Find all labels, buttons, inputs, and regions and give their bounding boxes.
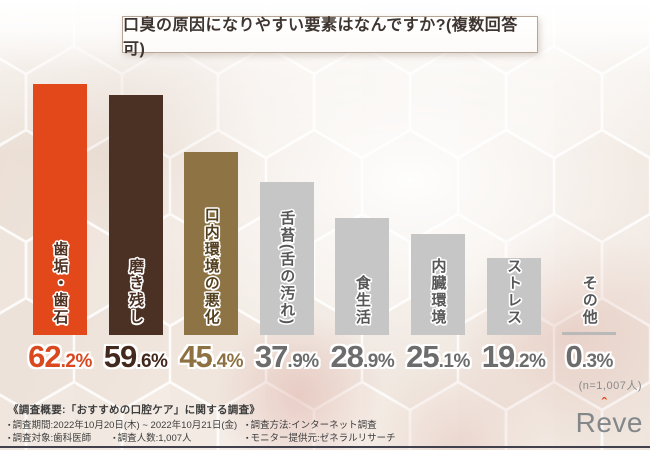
bar-category-label: 口内環境の悪化 [202,207,220,326]
bar-value-label: 28.9% [330,339,395,374]
survey-overview-heading: 《調査概要:「おすすめの口腔ケア」に関する調査》 [8,404,261,416]
bar-category-label: その他 [580,274,598,326]
bar-6: ストレス [486,257,541,335]
bar-category-label: 磨き残し [127,258,145,326]
survey-footer: 《調査概要:「おすすめの口腔ケア」に関する調査》 ▪ 調査期間:2022年10月2… [8,402,568,445]
bottom-divider [0,446,650,448]
bullet-icon: ▪ [113,435,116,442]
logo-circumflex-accent: ˆ [601,395,608,412]
bullet-icon: ▪ [8,435,11,442]
bar-4: 食生活 [335,218,390,335]
bar-3: 舌苔(舌の汚れ) [259,182,314,335]
bullet-icon: ▪ [8,422,11,429]
bullet-icon: ▪ [246,435,249,442]
bar-2: 口内環境の悪化 [184,151,239,335]
bullet-icon: ▪ [246,422,249,429]
bar-value-label: 37.9% [254,339,319,374]
chart-title: 口臭の原因になりやすい要素はなんですか?(複数回答可) [123,16,518,58]
bar-category-label: 舌苔(舌の汚れ) [278,210,296,326]
sample-size-note: (n=1,007人) [578,380,642,392]
chart-title-box: 口臭の原因になりやすい要素はなんですか?(複数回答可) [122,16,538,58]
survey-monitor-provider: ▪ モニター提供元:ゼネラルリサーチ [246,433,396,444]
bar-value-label: 59.6% [103,339,168,374]
bar-value-label: 45.4% [179,339,244,374]
logo-reve: Re ˆ ve [575,395,643,438]
bar-category-label: 内臓環境 [429,258,447,326]
survey-method: ▪ 調査方法:インターネット調査 [246,420,377,431]
bar-value-label: 19.2% [481,339,546,374]
bar-0: 歯垢・歯石 [33,84,87,335]
bar-category-label: 食生活 [353,275,371,326]
survey-subjects-and-count: ▪ 調査対象:歯科医師 ▪ 調査人数:1,007人 [8,433,192,444]
survey-period: ▪ 調査期間:2022年10月20日(木) ~ 2022年10月21日(金) [8,420,238,431]
bar-category-label: ストレス [505,258,523,326]
bar-value-label: 25.1% [406,339,470,374]
bar-value-label: 62.2% [28,339,92,374]
bar-5: 内臓環境 [411,233,465,335]
bar-category-label: 歯垢・歯石 [51,241,69,326]
bar-1: 磨き残し [108,94,163,335]
bar-value-label: 0.3% [565,339,613,374]
bar-7 [562,331,617,335]
